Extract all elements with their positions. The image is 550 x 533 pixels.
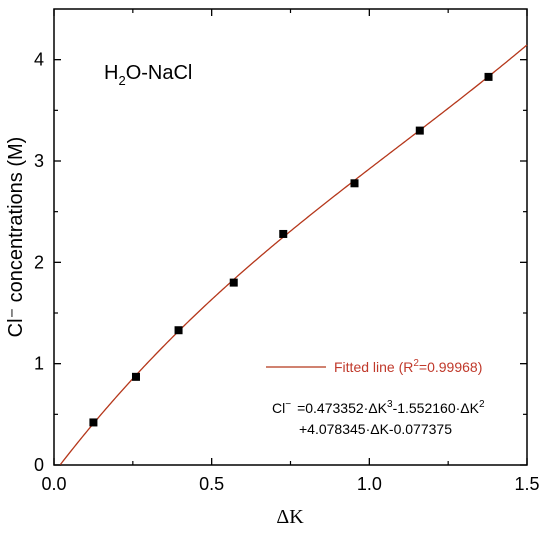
- x-axis-title: ΔK: [276, 506, 304, 528]
- data-point: [131, 372, 140, 381]
- y-tick-label: 4: [34, 50, 44, 70]
- data-point: [229, 278, 238, 287]
- data-point: [484, 72, 493, 81]
- legend: Fitted line (R2=0.99968): [266, 358, 482, 375]
- equation-line-2: +4.078345·ΔK-0.077375: [299, 421, 452, 437]
- x-tick-label: 1.0: [357, 474, 382, 494]
- y-tick-label: 0: [34, 455, 44, 475]
- x-tick-label: 0.5: [199, 474, 224, 494]
- data-points: [89, 72, 493, 427]
- equation-line-1: Cl− =0.473352·ΔK3-1.552160·ΔK2: [272, 399, 485, 416]
- system-annotation: H2O-NaCl: [104, 62, 192, 88]
- y-tick-label: 3: [34, 151, 44, 171]
- data-point: [174, 326, 183, 335]
- legend-label: Fitted line (R2=0.99968): [334, 358, 482, 375]
- y-tick-label: 2: [34, 252, 44, 272]
- y-tick-label: 1: [34, 354, 44, 374]
- data-point: [350, 179, 359, 188]
- axis-ticks: [53, 9, 528, 466]
- data-point: [279, 229, 288, 238]
- data-point: [89, 418, 98, 427]
- tick-labels: 0.0 0.5 1.0 1.5 0 1 2 3 4: [34, 50, 540, 494]
- y-axis-title: Cl⁻ concentrations (M): [5, 137, 27, 338]
- x-tick-label: 0.0: [41, 474, 66, 494]
- x-tick-label: 1.5: [514, 474, 539, 494]
- data-point: [415, 126, 424, 135]
